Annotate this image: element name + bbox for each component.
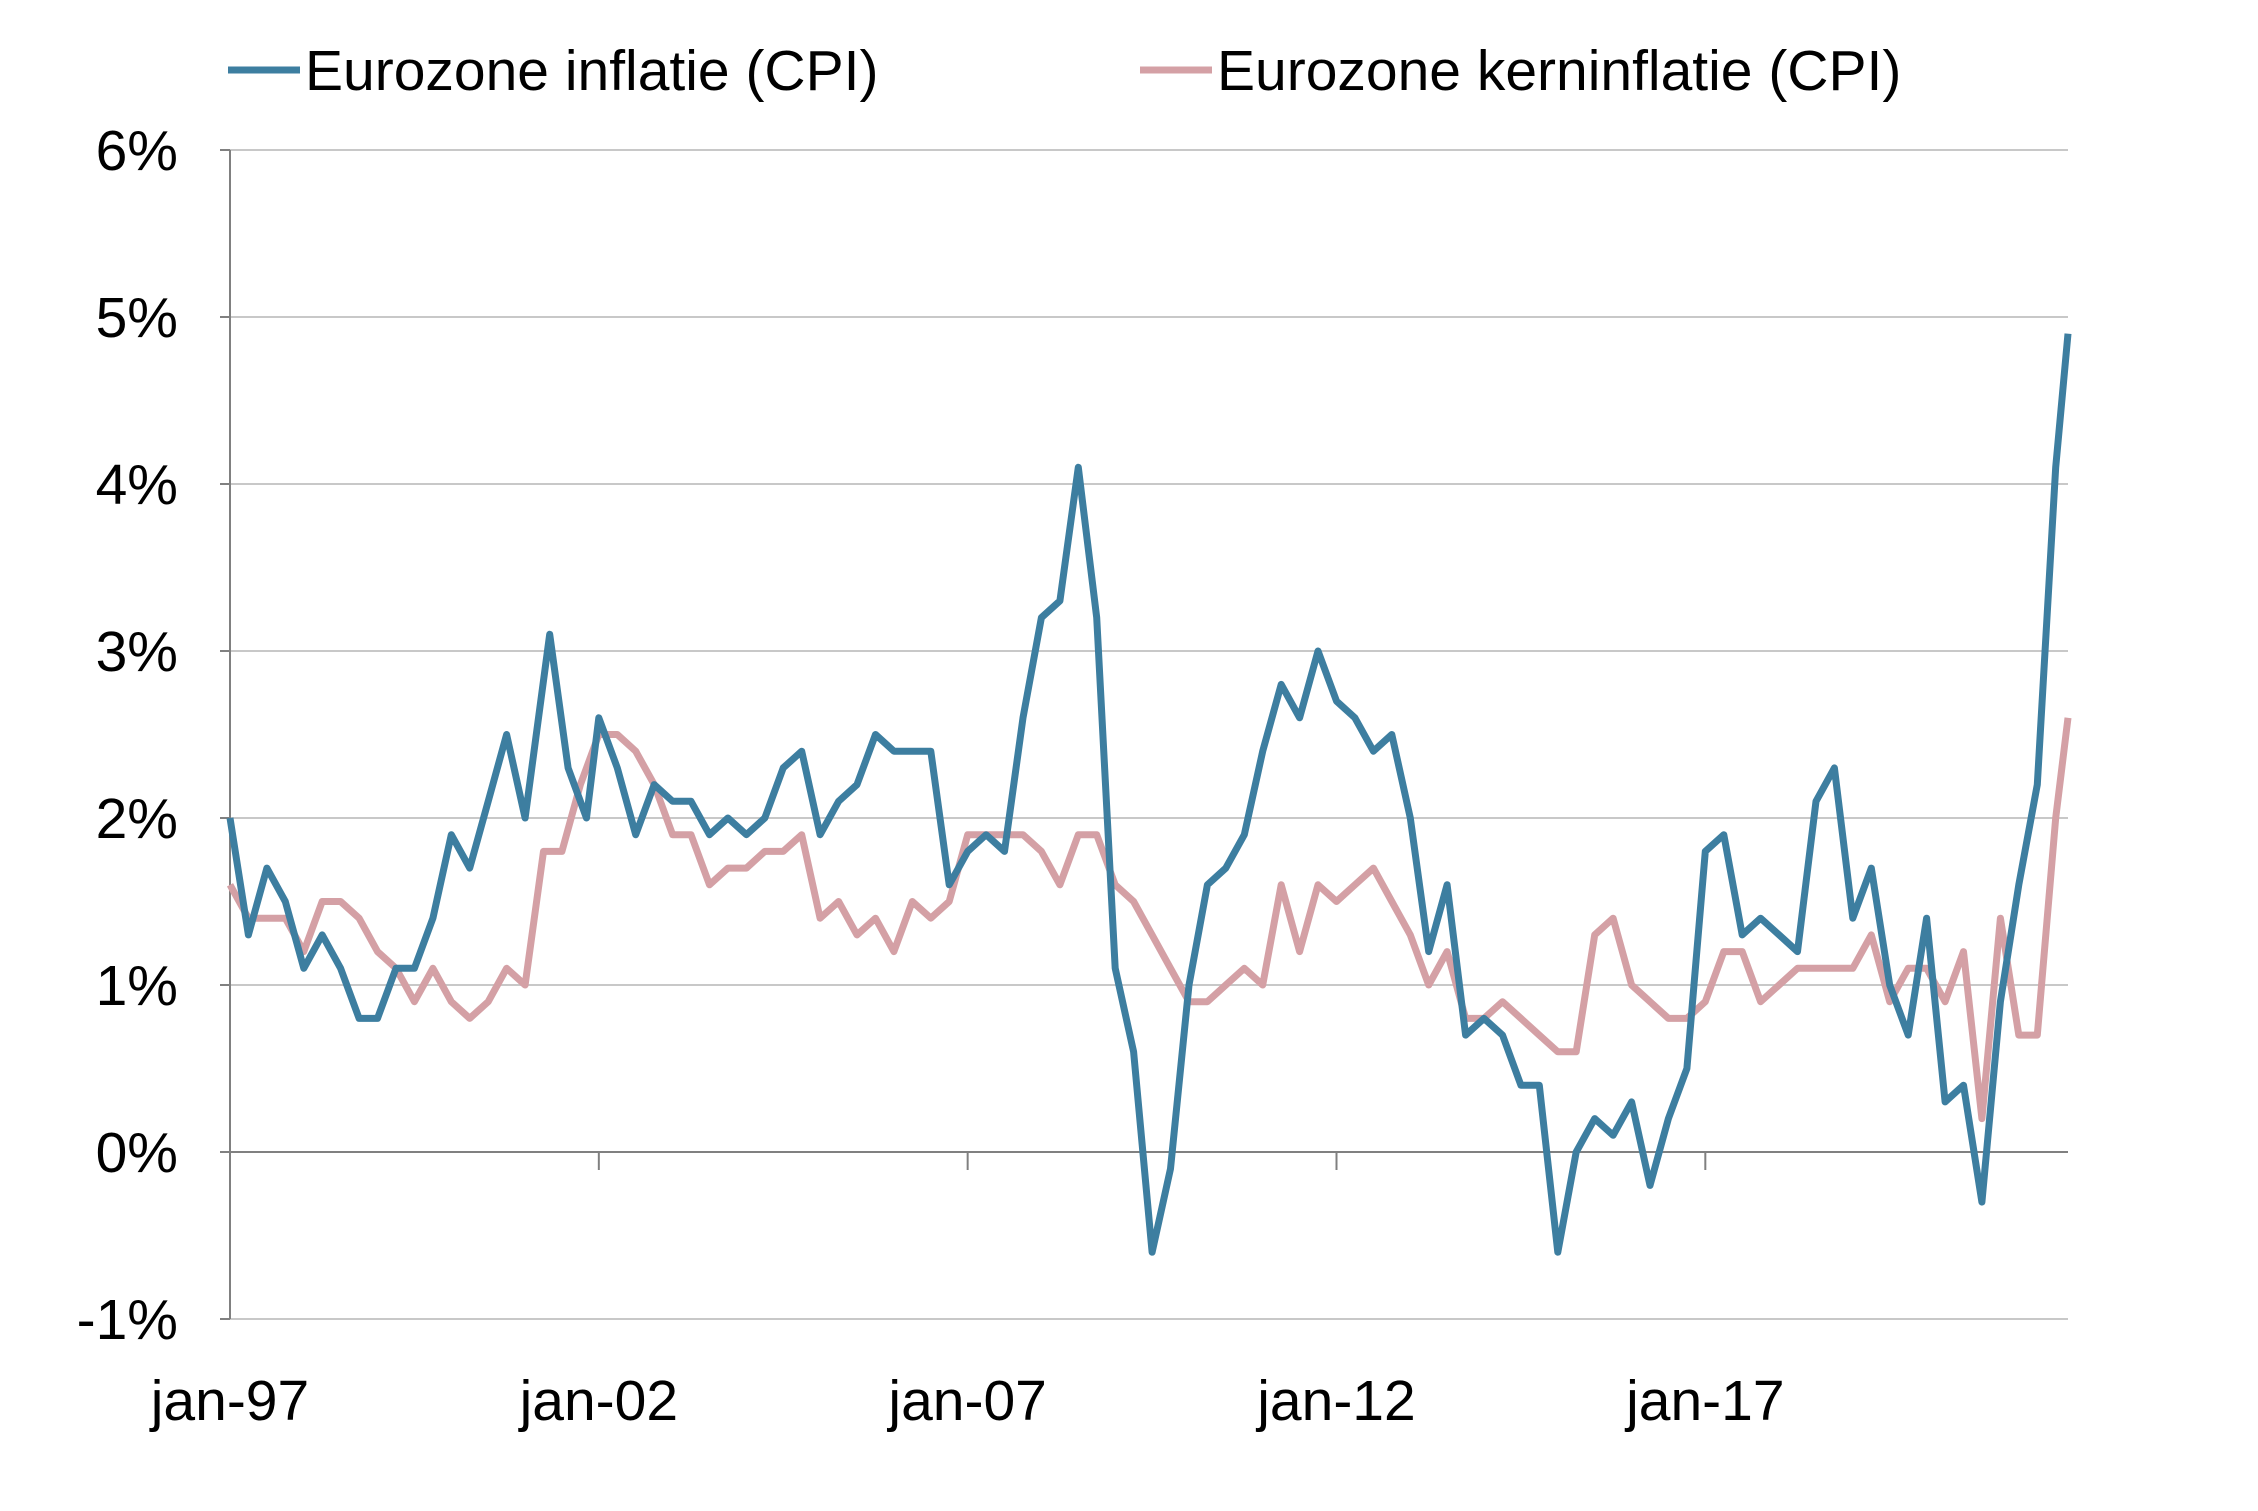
legend-label-kerninflatie: Eurozone kerninflatie (CPI)	[1217, 39, 1901, 103]
x-tick-label: jan-97	[149, 1369, 309, 1433]
y-tick-label: 3%	[96, 620, 178, 684]
x-tick-label: jan-07	[886, 1369, 1046, 1433]
gridlines	[220, 149, 2068, 1320]
axes	[229, 150, 2068, 1319]
y-tick-label: 0%	[96, 1121, 178, 1185]
x-tick-label: jan-17	[1624, 1369, 1784, 1433]
y-axis-tick-labels: 6% 5% 4% 3% 2% 1% 0% -1%	[77, 119, 178, 1352]
y-tick-label: 2%	[96, 787, 178, 851]
y-tick-label: -1%	[77, 1288, 178, 1352]
legend: Eurozone inflatie (CPI) Eurozone kerninf…	[228, 39, 1901, 103]
series-lines	[226, 333, 2072, 1256]
series-line-inflatie	[226, 333, 2072, 1256]
series-line-kerninflatie	[226, 717, 2072, 1123]
y-tick-label: 4%	[96, 453, 178, 517]
y-tick-label: 5%	[96, 286, 178, 350]
legend-label-inflatie: Eurozone inflatie (CPI)	[305, 39, 878, 103]
x-axis-tick-labels: jan-97 jan-02 jan-07 jan-12 jan-17	[149, 1369, 1785, 1433]
x-tick-label: jan-02	[518, 1369, 678, 1433]
y-tick-label: 1%	[96, 954, 178, 1018]
y-tick-label: 6%	[96, 119, 178, 183]
x-tick-label: jan-12	[1255, 1369, 1415, 1433]
